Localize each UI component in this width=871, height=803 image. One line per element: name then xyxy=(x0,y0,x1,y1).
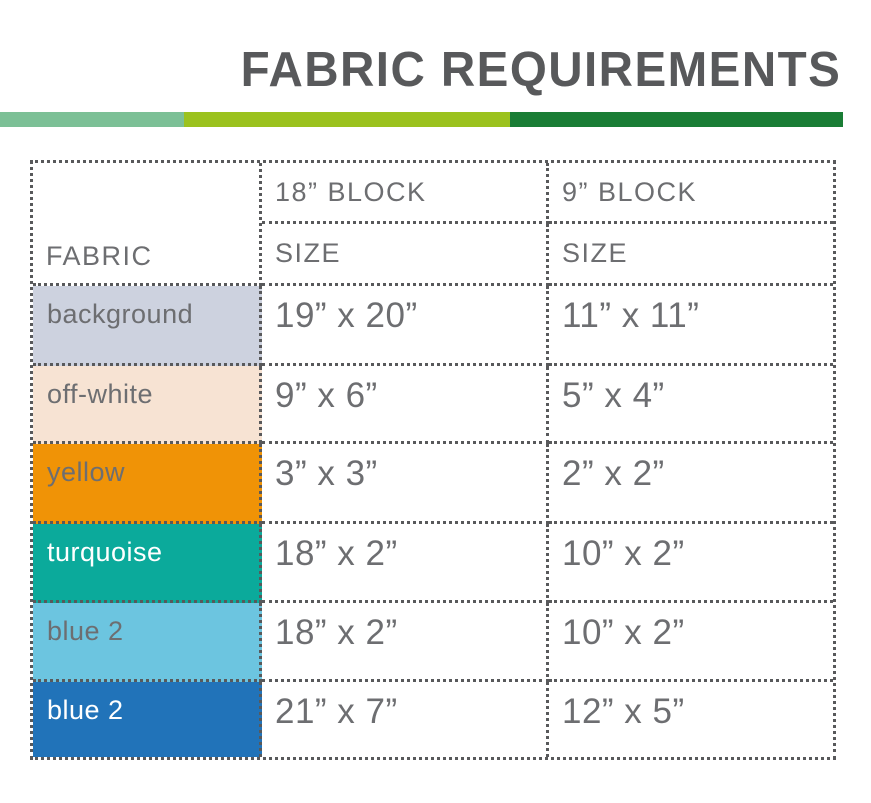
accent-bar-segment-lime xyxy=(184,112,510,127)
size-9-off-white: 5” x 4” xyxy=(549,366,833,444)
fabric-swatch-turquoise: turquoise xyxy=(33,524,262,603)
size-18-off-white: 9” x 6” xyxy=(262,366,549,444)
size-18-background: 19” x 20” xyxy=(262,286,549,366)
accent-bar-segment-dark-green xyxy=(510,112,843,127)
size-9-yellow: 2” x 2” xyxy=(549,444,833,524)
fabric-swatch-off-white: off-white xyxy=(33,366,262,444)
accent-bar-segment-sage xyxy=(0,112,184,127)
fabric-swatch-blue-2-dark: blue 2 xyxy=(33,682,262,757)
size-9-blue-2-dark: 12” x 5” xyxy=(562,692,685,731)
accent-bar xyxy=(0,112,843,127)
size-18-turquoise: 18” x 2” xyxy=(262,524,549,603)
size-18-yellow: 3” x 3” xyxy=(262,444,549,524)
size-9-blue-2-light: 10” x 2” xyxy=(549,603,833,682)
column-header-18-block: 18” BLOCK xyxy=(262,163,549,224)
fabric-requirements-table: FABRIC 18” BLOCK 9” BLOCK SIZE SIZE back… xyxy=(30,160,836,760)
fabric-swatch-blue-2-light: blue 2 xyxy=(33,603,262,682)
fabric-swatch-background: background xyxy=(33,286,262,366)
page-title: FABRIC REQUIREMENTS xyxy=(240,43,841,97)
column-header-9-block: 9” BLOCK xyxy=(549,163,833,224)
fabric-swatch-yellow: yellow xyxy=(33,444,262,524)
size-9-turquoise: 10” x 2” xyxy=(549,524,833,603)
size-9-background: 11” x 11” xyxy=(549,286,833,366)
column-header-fabric: FABRIC xyxy=(33,163,262,286)
column-subheader-size-9: SIZE xyxy=(549,224,833,286)
column-subheader-size-18: SIZE xyxy=(262,224,549,286)
size-18-blue-2-light: 18” x 2” xyxy=(262,603,549,682)
size-18-blue-2-dark: 21” x 7” xyxy=(262,682,549,757)
